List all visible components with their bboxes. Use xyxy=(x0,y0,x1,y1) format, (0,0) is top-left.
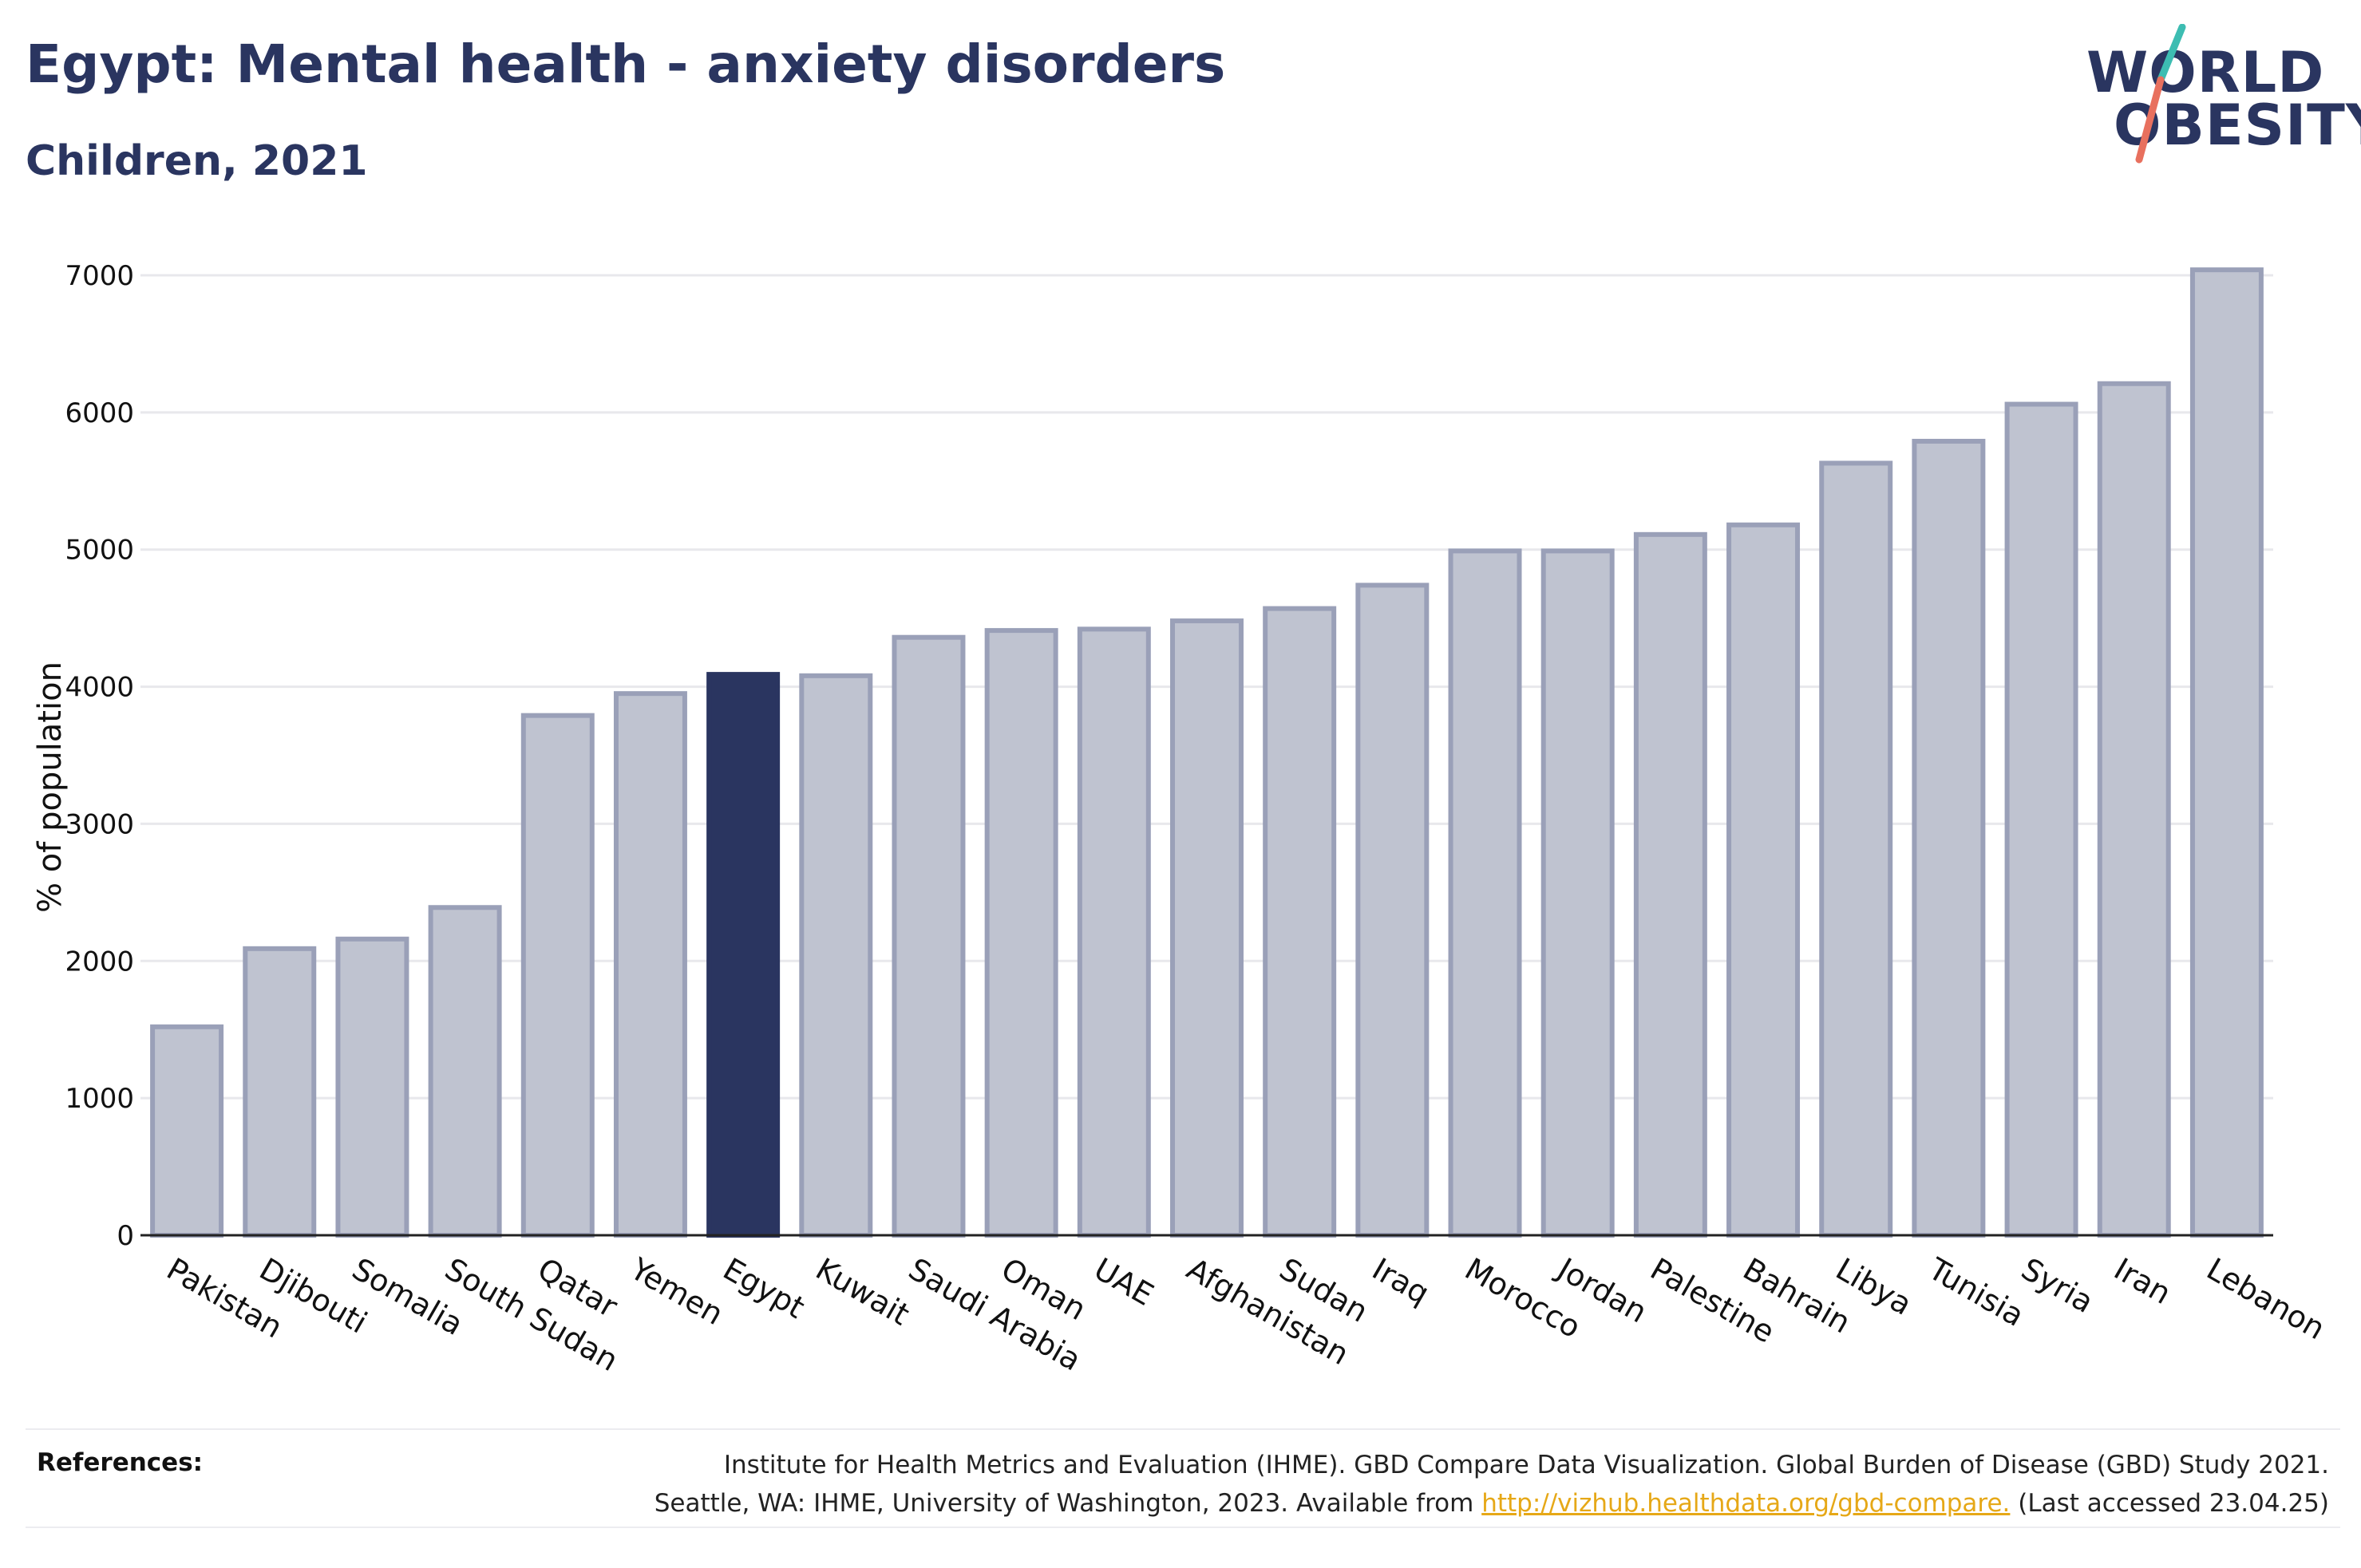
x-tick-label: Tunisia xyxy=(1922,1250,2030,1333)
bar-lebanon xyxy=(2189,267,2264,1238)
bars xyxy=(150,267,2264,1238)
bar-saudi-arabia xyxy=(892,634,966,1238)
y-tick-labels: 0 1000 2000 3000 4000 5000 6000 7000 xyxy=(65,260,134,1252)
y-tick-label: 4000 xyxy=(65,672,134,704)
y-tick-label: 3000 xyxy=(65,808,134,840)
bar-somalia xyxy=(335,936,409,1238)
bar-bahrain xyxy=(1726,522,1801,1238)
x-tick-label: Kuwait xyxy=(810,1251,916,1333)
bar-palestine xyxy=(1633,531,1707,1238)
references-line-1: Institute for Health Metrics and Evaluat… xyxy=(723,1451,2329,1479)
bar-yemen xyxy=(613,691,687,1238)
bar-morocco xyxy=(1448,548,1522,1238)
bar-kuwait xyxy=(799,673,873,1238)
y-tick-label: 0 xyxy=(117,1220,134,1252)
x-tick-label: UAE xyxy=(1088,1251,1159,1313)
bar-libya xyxy=(1819,460,1893,1238)
y-axis-label: % of population xyxy=(32,662,69,913)
x-tick-label: Iran xyxy=(2108,1251,2177,1311)
bar-chart: 0 1000 2000 3000 4000 5000 6000 7000 PakistanDj… xyxy=(32,260,2331,1378)
references-text: Institute for Health Metrics and Evaluat… xyxy=(655,1446,2329,1523)
world-obesity-logo: WORLD OBESITY xyxy=(2083,24,2361,168)
chart-subtitle: Children, 2021 xyxy=(26,137,368,185)
references-link[interactable]: http://vizhub.healthdata.org/gbd-compare… xyxy=(1481,1489,2011,1518)
x-tick-label: Yemen xyxy=(624,1250,730,1332)
x-tick-label: Syria xyxy=(2015,1251,2099,1320)
bar-tunisia xyxy=(1912,438,1986,1238)
x-tick-label: Iraq xyxy=(1366,1251,1435,1311)
references-line-2: Seattle, WA: IHME, University of Washing… xyxy=(655,1484,2329,1523)
bar-egypt xyxy=(706,672,781,1238)
bar-qatar xyxy=(520,713,595,1238)
y-tick-label: 2000 xyxy=(65,946,134,978)
bar-pakistan xyxy=(150,1024,224,1238)
references-label: References: xyxy=(37,1448,204,1477)
y-tick-label: 6000 xyxy=(65,397,134,429)
references-line-2-prefix: Seattle, WA: IHME, University of Washing… xyxy=(654,1489,1482,1518)
logo-slash-icon xyxy=(2135,24,2186,164)
x-tick-label: Egypt xyxy=(718,1251,811,1325)
bar-iran xyxy=(2097,381,2171,1238)
bar-jordan xyxy=(1540,548,1615,1238)
y-tick-label: 1000 xyxy=(65,1083,134,1115)
y-tick-label: 7000 xyxy=(65,260,134,292)
bar-iraq xyxy=(1355,583,1430,1238)
bar-afghanistan xyxy=(1170,618,1244,1238)
references-line-2-suffix: (Last accessed 23.04.25) xyxy=(2010,1489,2329,1518)
chart-title: Egypt: Mental health - anxiety disorders xyxy=(26,34,1226,95)
footer-divider-top xyxy=(26,1428,2340,1430)
bar-sudan xyxy=(1263,606,1337,1238)
footer-divider-bottom xyxy=(26,1527,2340,1528)
bar-south-sudan xyxy=(428,905,502,1238)
bar-uae xyxy=(1077,626,1151,1238)
bar-syria xyxy=(2004,401,2078,1238)
logo-text-world: WORLD xyxy=(2086,40,2325,105)
bar-djibouti xyxy=(243,946,317,1238)
bar-oman xyxy=(984,628,1058,1238)
x-tick-label: Lebanon xyxy=(2201,1251,2331,1346)
y-tick-label: 5000 xyxy=(65,535,134,567)
